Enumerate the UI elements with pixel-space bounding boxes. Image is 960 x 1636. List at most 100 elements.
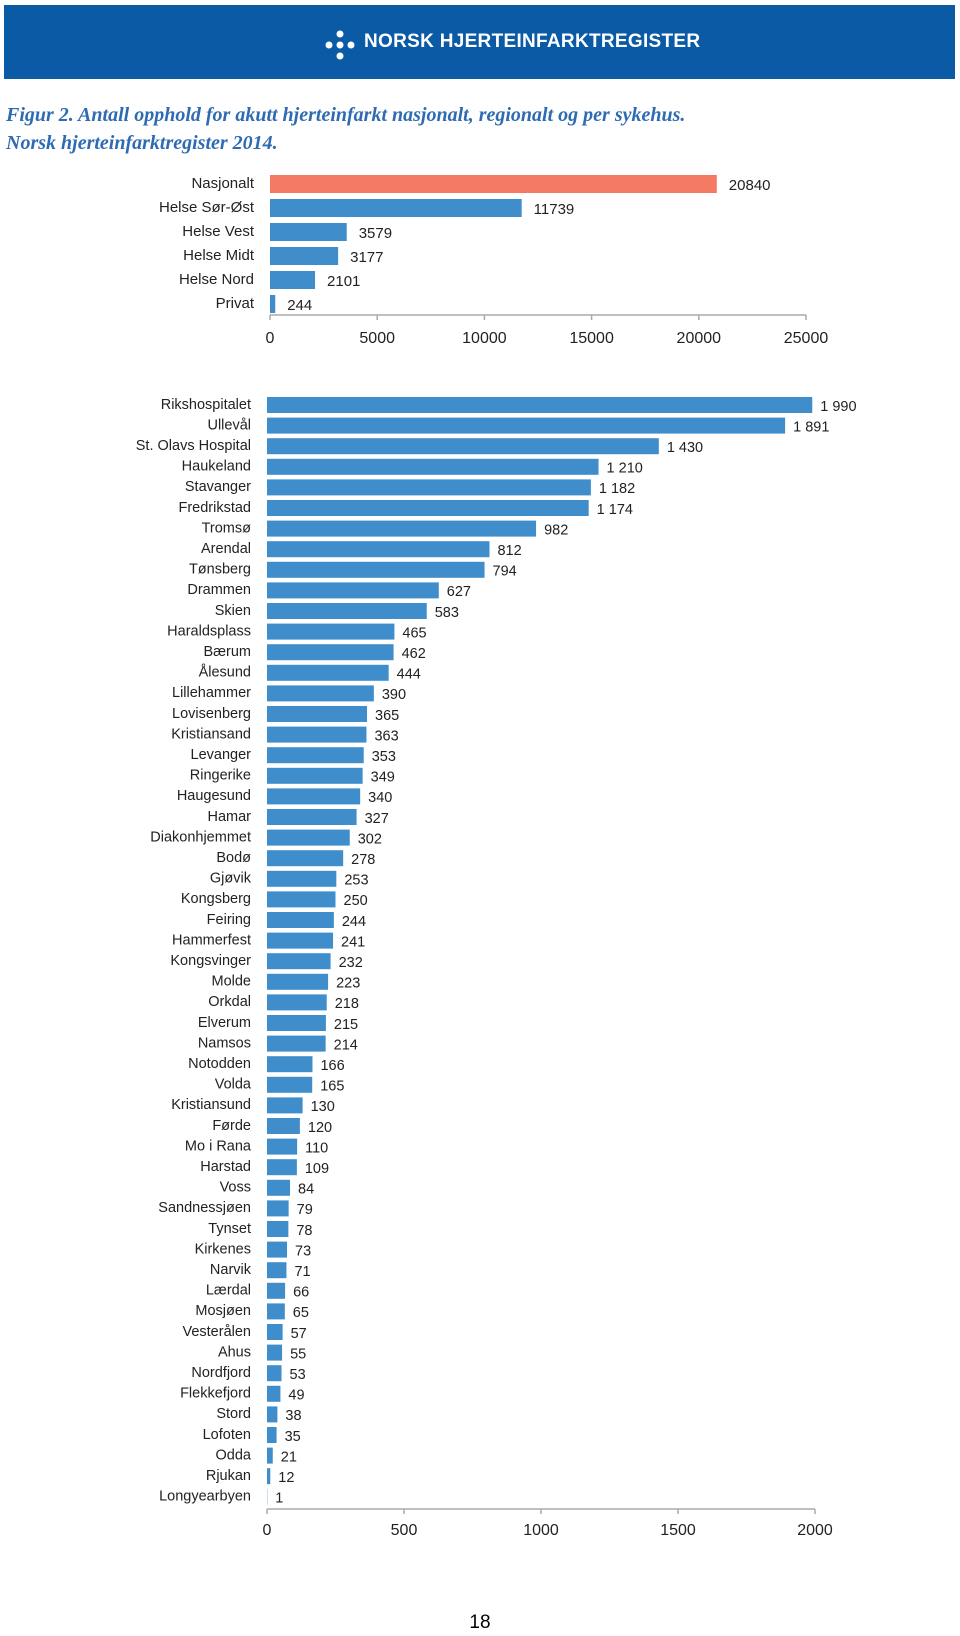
category-label: Flekkefjord bbox=[180, 1386, 251, 1402]
category-label: Arendal bbox=[201, 541, 251, 557]
bar bbox=[267, 664, 389, 681]
category-label: Kongsvinger bbox=[170, 953, 251, 969]
category-label: Hammerfest bbox=[172, 932, 251, 948]
category-label: Stord bbox=[216, 1406, 251, 1422]
bar bbox=[267, 438, 659, 455]
value-label: 465 bbox=[402, 625, 426, 641]
category-label: Nordfjord bbox=[191, 1365, 251, 1381]
value-label: 1 990 bbox=[820, 399, 856, 415]
bar bbox=[267, 479, 591, 496]
value-label: 1 891 bbox=[793, 419, 829, 435]
caption: Norsk hjerteinfarktregister 2014. bbox=[6, 132, 278, 154]
bar bbox=[267, 850, 344, 867]
bar bbox=[267, 1385, 281, 1402]
bar bbox=[270, 175, 717, 193]
value-label: 166 bbox=[320, 1058, 344, 1074]
bar bbox=[267, 1262, 287, 1279]
bar bbox=[267, 644, 394, 661]
category-label: Lærdal bbox=[206, 1283, 251, 1299]
x-tick-label: 2000 bbox=[797, 1522, 833, 1539]
logo-text: NORSK HJERTEINFARKTREGISTER bbox=[364, 31, 701, 52]
category-label: Voss bbox=[220, 1180, 251, 1196]
x-tick-label: 0 bbox=[266, 330, 275, 347]
bar bbox=[267, 1427, 277, 1443]
header-banner: NORSK HJERTEINFARKTREGISTER bbox=[4, 5, 955, 79]
value-label: 794 bbox=[493, 564, 517, 580]
category-label: Hamar bbox=[207, 809, 251, 825]
category-label: Namsos bbox=[198, 1035, 251, 1051]
value-label: 78 bbox=[296, 1223, 312, 1239]
bar bbox=[267, 520, 537, 537]
x-tick-label: 1500 bbox=[660, 1522, 696, 1539]
value-label: 462 bbox=[402, 646, 426, 662]
category-label: Lillehammer bbox=[172, 685, 251, 701]
value-label: 130 bbox=[311, 1099, 335, 1115]
category-label: Helse Vest bbox=[182, 223, 255, 240]
bar bbox=[267, 1221, 289, 1237]
category-label: Fredrikstad bbox=[178, 500, 251, 516]
category-label: Nasjonalt bbox=[191, 175, 254, 192]
value-label: 302 bbox=[358, 831, 382, 847]
x-tick-label: 20000 bbox=[677, 330, 722, 347]
x-tick-label: 1000 bbox=[523, 1522, 559, 1539]
bar bbox=[267, 1179, 291, 1196]
bar bbox=[267, 1097, 303, 1114]
category-label: Tynset bbox=[208, 1221, 251, 1237]
value-label: 215 bbox=[334, 1017, 358, 1033]
category-label: Helse Sør-Øst bbox=[159, 199, 255, 216]
category-label: Gjøvik bbox=[210, 871, 252, 887]
value-label: 35 bbox=[285, 1429, 301, 1445]
bar bbox=[267, 1241, 288, 1258]
value-label: 244 bbox=[342, 914, 366, 930]
bar bbox=[267, 747, 364, 764]
value-label: 444 bbox=[397, 667, 421, 683]
value-label: 165 bbox=[320, 1079, 344, 1095]
bar bbox=[267, 1015, 326, 1031]
bar bbox=[270, 247, 339, 265]
value-label: 278 bbox=[351, 852, 375, 868]
value-label: 21 bbox=[281, 1449, 297, 1465]
category-label: Skien bbox=[215, 603, 251, 619]
caption: Figur 2. Antall opphold for akutt hjerte… bbox=[6, 104, 686, 126]
category-label: Sandnessjøen bbox=[158, 1200, 251, 1216]
category-label: Tønsberg bbox=[189, 562, 251, 578]
bar bbox=[267, 397, 813, 413]
bar bbox=[267, 829, 350, 846]
value-label: 12 bbox=[278, 1470, 294, 1486]
value-label: 353 bbox=[372, 749, 396, 765]
category-label: Volda bbox=[215, 1077, 252, 1093]
bar bbox=[267, 932, 334, 949]
bar bbox=[267, 891, 336, 908]
x-tick-label: 500 bbox=[391, 1522, 418, 1539]
bar bbox=[270, 271, 316, 289]
category-label: Feiring bbox=[207, 912, 251, 928]
value-label: 55 bbox=[290, 1346, 306, 1362]
bar bbox=[267, 1303, 285, 1320]
bar bbox=[270, 199, 522, 217]
value-label: 232 bbox=[339, 955, 363, 971]
value-label: 1 174 bbox=[597, 502, 633, 518]
value-label: 66 bbox=[293, 1285, 309, 1301]
bar bbox=[267, 1118, 300, 1134]
bar bbox=[267, 1406, 278, 1423]
category-label: Elverum bbox=[198, 1015, 251, 1031]
category-label: Lofoten bbox=[203, 1427, 251, 1443]
bar bbox=[267, 994, 327, 1011]
category-label: Rjukan bbox=[206, 1468, 251, 1484]
value-label: 223 bbox=[336, 976, 360, 992]
value-label: 363 bbox=[374, 728, 398, 744]
value-label: 2101 bbox=[327, 273, 360, 290]
bar bbox=[267, 953, 331, 970]
bar bbox=[267, 458, 599, 475]
value-label: 982 bbox=[544, 522, 568, 538]
value-label: 1 210 bbox=[607, 461, 643, 477]
bar bbox=[267, 685, 374, 702]
category-label: Kirkenes bbox=[195, 1241, 251, 1257]
bar bbox=[267, 1056, 313, 1073]
value-label: 250 bbox=[344, 893, 368, 909]
value-label: 253 bbox=[344, 873, 368, 889]
value-label: 244 bbox=[287, 297, 312, 314]
category-label: Drammen bbox=[187, 582, 251, 598]
